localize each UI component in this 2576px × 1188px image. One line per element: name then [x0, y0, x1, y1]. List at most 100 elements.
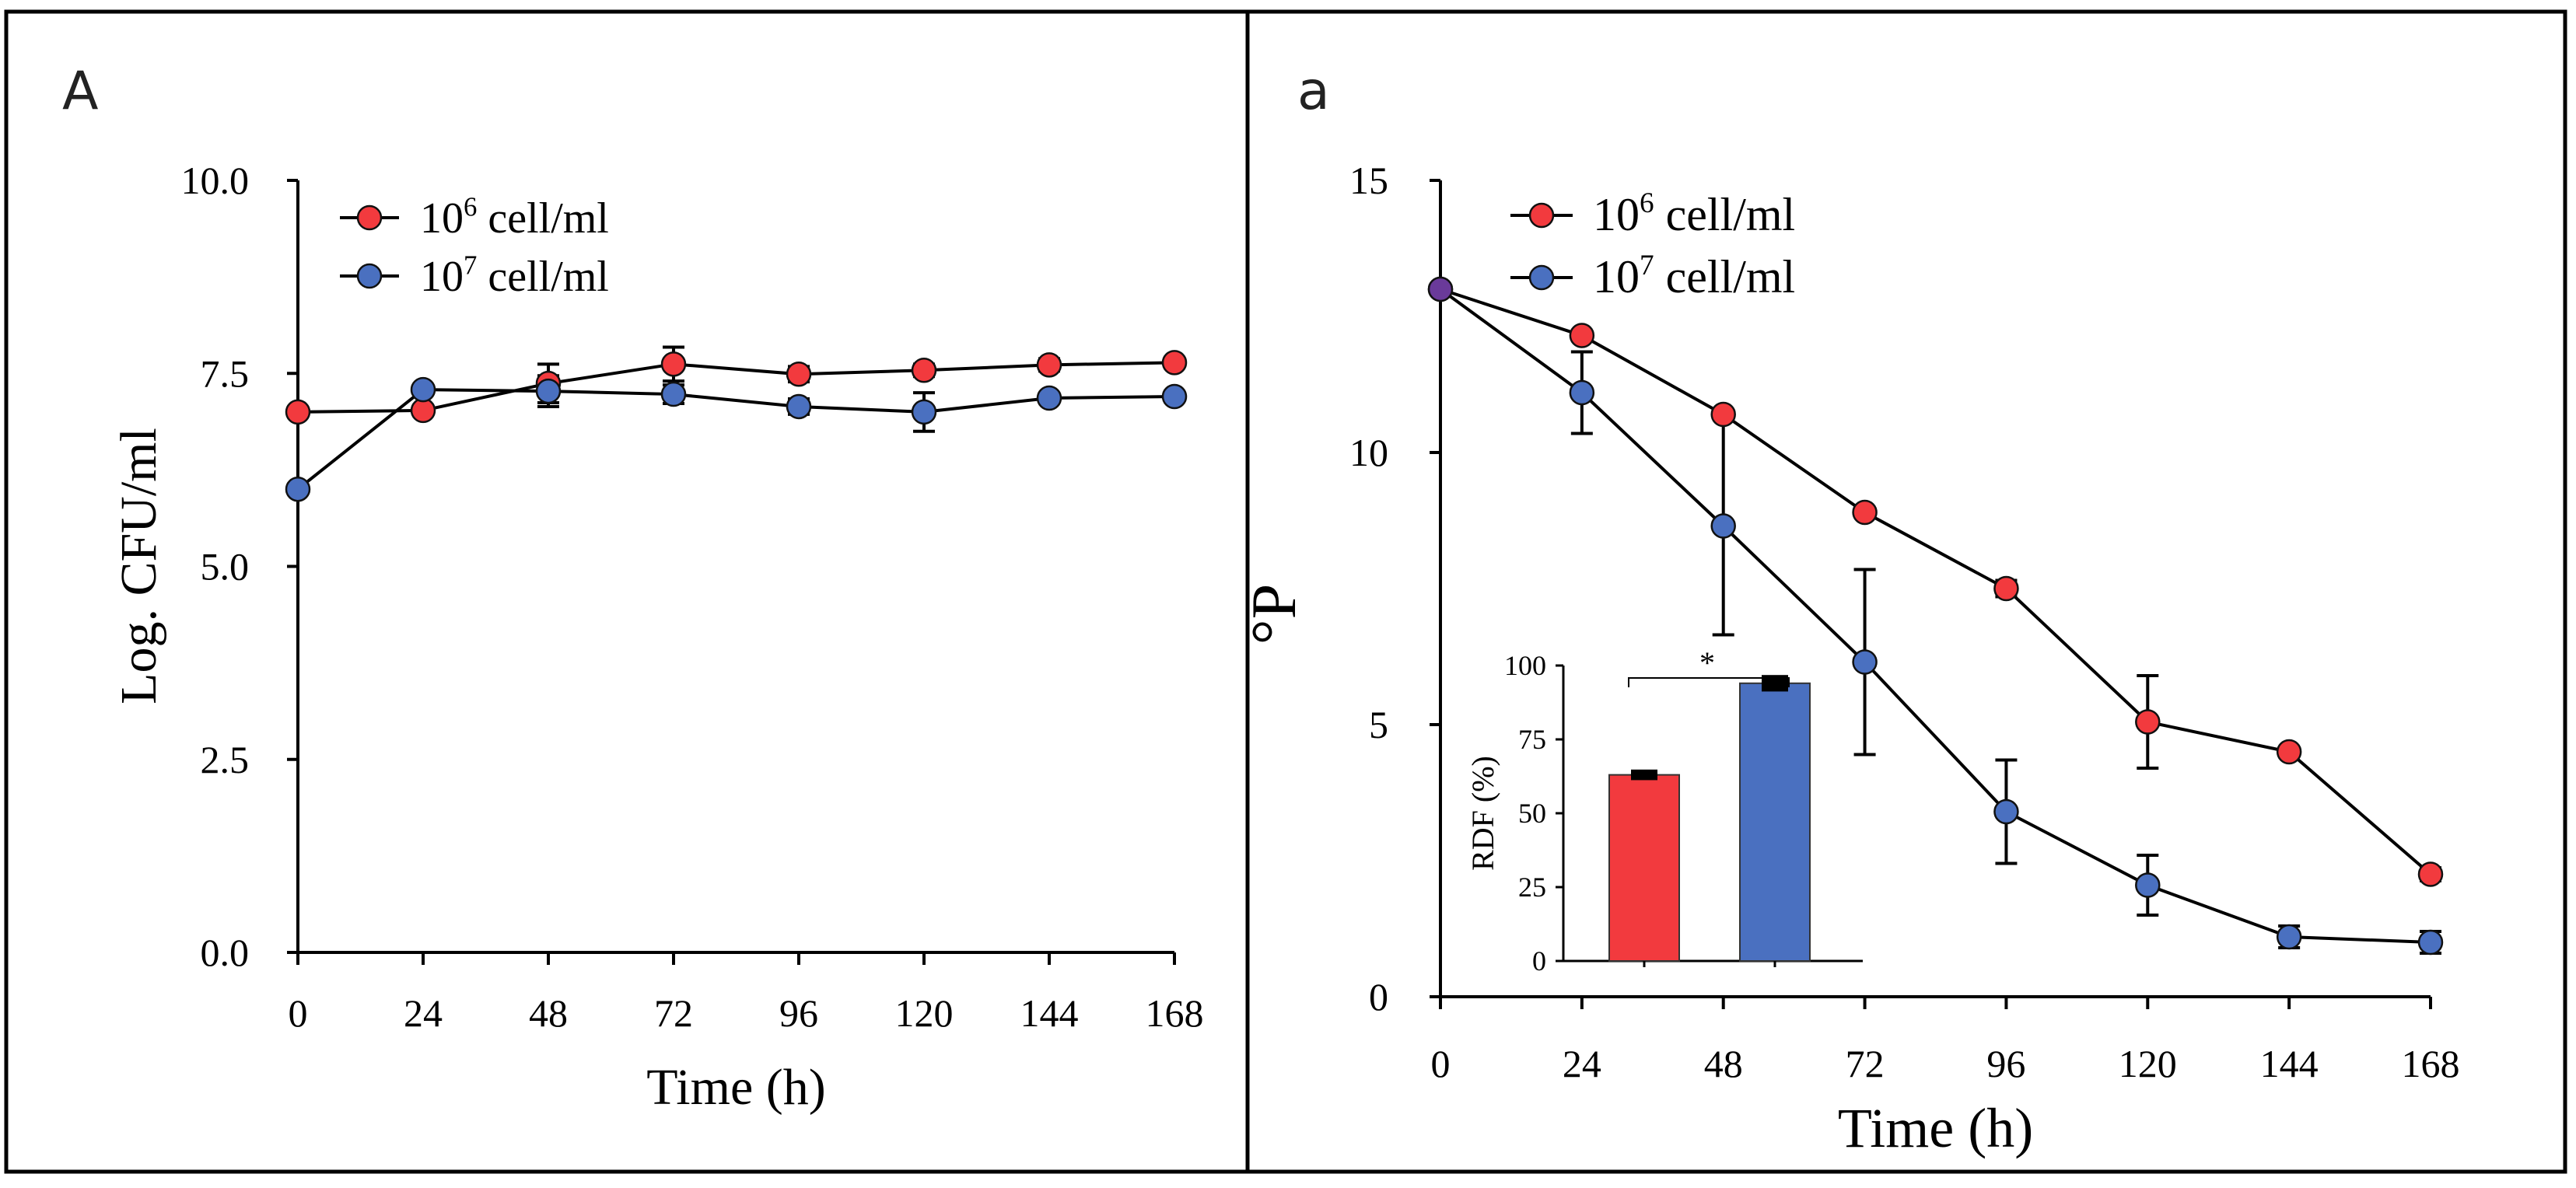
- data-point-series-1: [2135, 709, 2161, 735]
- data-point-series-1: [1710, 401, 1736, 428]
- x-tick-label: 96: [779, 991, 818, 1035]
- data-point-series-1: [2417, 861, 2444, 887]
- y-tick-label: 5.0: [201, 545, 250, 589]
- panel-b-frame: [1245, 9, 2567, 1174]
- series-line-1: [297, 361, 1175, 414]
- y-tick-label: 15: [1349, 159, 1388, 202]
- legend-exponent: 6: [464, 192, 477, 222]
- data-point-series-2: [2135, 872, 2161, 898]
- x-tick-label: 72: [1846, 1042, 1885, 1085]
- y-tick-label: 5: [1369, 703, 1388, 746]
- inset-y-tick-label: 75: [1518, 724, 1546, 755]
- data-point-series-2: [285, 476, 311, 502]
- significance-marker: *: [1699, 645, 1715, 680]
- inset-bar-1: [1608, 774, 1680, 962]
- inset-y-tick-label: 0: [1532, 945, 1546, 977]
- chart-cfu: 0.0 2.5 5.0 7.5 10.0 0 24 48 72 96 120 144 168 Time (…: [110, 159, 1204, 1116]
- data-point-series-2: [1036, 385, 1062, 411]
- data-point-series-2: [2276, 924, 2302, 950]
- x-tick-label: 72: [654, 991, 693, 1035]
- x-tick-label: 24: [1563, 1042, 1601, 1085]
- series-line-2: [1439, 288, 2431, 944]
- significance-bracket: [1628, 677, 1790, 687]
- data-point-series-1: [285, 399, 311, 425]
- x-tick-label: 96: [1986, 1042, 2025, 1085]
- inset-bar-2: [1739, 682, 1811, 962]
- y-axis-label: Log. CFU/ml: [110, 428, 167, 704]
- data-point-series-1: [1993, 575, 2019, 602]
- legend-marker: [1528, 202, 1555, 229]
- x-axis-label: Time (h): [646, 1059, 825, 1116]
- inset-y-tick-label: 50: [1518, 798, 1546, 829]
- legend-unit: cell/ml: [477, 253, 609, 301]
- data-point-series-2: [1993, 798, 2019, 825]
- x-tick-label: 0: [1431, 1042, 1451, 1085]
- x-tick-label: 144: [2260, 1042, 2319, 1085]
- legend-marker: [1528, 264, 1555, 291]
- legend-unit: cell/ml: [477, 194, 609, 243]
- legend-label-series-2: 107 cell/ml: [1593, 250, 1795, 302]
- inset-error-bar: [1762, 675, 1788, 692]
- x-axis-label: Time (h): [1838, 1097, 2033, 1159]
- data-point-series-2: [1852, 649, 1878, 675]
- data-point-series-2: [786, 393, 812, 420]
- x-tick-label: 24: [404, 991, 443, 1035]
- legend-exponent: 7: [1640, 250, 1654, 281]
- legend-marker: [356, 204, 383, 231]
- data-point-series-2: [1710, 513, 1736, 539]
- data-point-series-1: [1161, 350, 1188, 376]
- x-tick-label: 144: [1020, 991, 1079, 1035]
- y-tick-label: 2.5: [201, 738, 250, 781]
- x-tick-label: 120: [2119, 1042, 2177, 1085]
- y-axis-label: °P: [1238, 584, 1309, 645]
- legend-base: 10: [1593, 251, 1640, 302]
- y-tick-label: 0: [1369, 975, 1388, 1019]
- x-tick-label: 120: [895, 991, 954, 1035]
- y-tick-label: 7.5: [201, 351, 250, 395]
- x-tick-label: 0: [289, 991, 308, 1035]
- x-tick-label: 48: [1704, 1042, 1743, 1085]
- panel-label-a: a: [1297, 61, 1330, 122]
- data-point-series-2: [911, 399, 937, 425]
- legend-exponent: 6: [1640, 187, 1654, 219]
- inset-y-tick-label: 25: [1518, 872, 1546, 903]
- x-tick-label: 168: [1146, 991, 1204, 1035]
- panel-label-A: A: [62, 61, 99, 122]
- data-point-series-2: [1427, 276, 1454, 302]
- data-point-series-1: [911, 358, 937, 383]
- legend-label-series-2: 107 cell/ml: [420, 250, 609, 301]
- legend-base: 10: [420, 194, 464, 243]
- data-point-series-1: [660, 351, 687, 377]
- legend-unit: cell/ml: [1654, 189, 1796, 240]
- legend-base: 10: [1593, 189, 1640, 240]
- series-line-1: [1440, 288, 2432, 876]
- data-point-series-2: [1569, 379, 1595, 406]
- data-point-series-2: [660, 381, 687, 407]
- legend-label-series-1: 106 cell/ml: [420, 192, 609, 243]
- data-point-series-1: [1036, 352, 1062, 378]
- data-point-series-1: [410, 397, 436, 424]
- inset-y-tick-label: 100: [1504, 650, 1546, 681]
- legend-exponent: 7: [464, 250, 477, 281]
- data-point-series-2: [1161, 383, 1188, 410]
- legend-label-series-1: 106 cell/ml: [1593, 187, 1795, 240]
- data-point-series-1: [2276, 739, 2302, 765]
- data-point-series-2: [410, 376, 436, 403]
- y-tick-label: 10.0: [181, 159, 250, 202]
- x-tick-label: 48: [529, 991, 568, 1035]
- data-point-series-2: [535, 378, 562, 404]
- legend-marker: [356, 263, 383, 289]
- data-point-series-1: [786, 361, 812, 387]
- inset-y-axis-label: RDF (%): [1465, 756, 1500, 871]
- data-point-series-1: [1569, 323, 1595, 348]
- data-point-series-2: [2417, 929, 2444, 956]
- inset-rdf-chart: 0 25 50 75 100 RDF (%) *: [1465, 645, 1863, 977]
- y-tick-label: 0.0: [201, 931, 250, 974]
- y-tick-label: 10: [1349, 431, 1388, 474]
- data-point-series-1: [1852, 499, 1878, 526]
- legend-base: 10: [420, 253, 464, 301]
- series-line-2: [296, 388, 1175, 491]
- x-tick-label: 168: [2402, 1042, 2460, 1085]
